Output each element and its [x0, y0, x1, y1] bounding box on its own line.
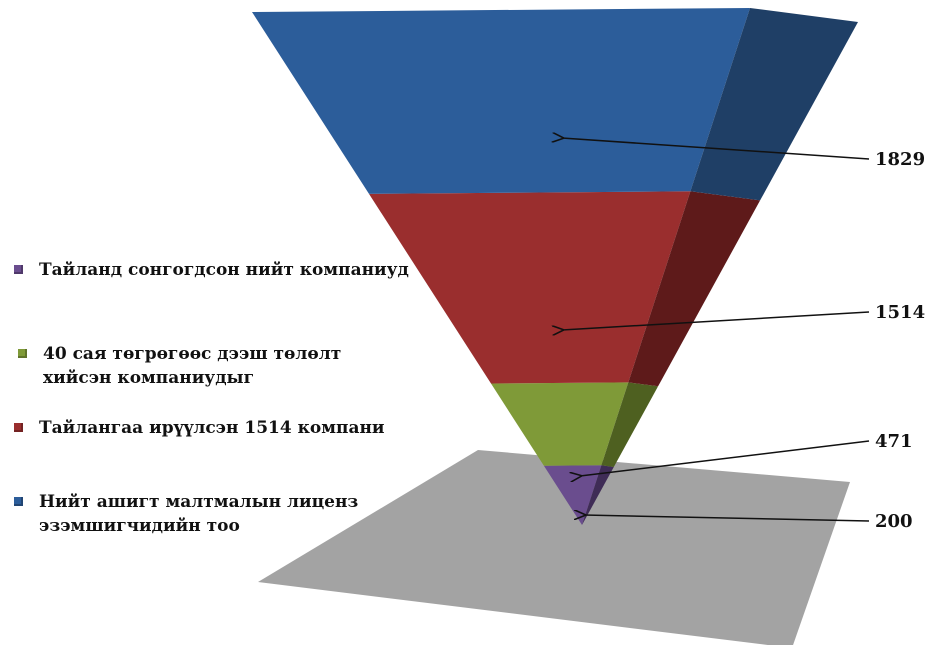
legend-item-payment: 40 сая төгрөгөөс дээш төлөлт хийсэн комп…: [18, 342, 458, 390]
funnel-tier-side: [628, 191, 761, 387]
funnel-tier-front: [491, 382, 629, 466]
value-label: 200: [875, 511, 913, 532]
funnel-tier-front: [369, 191, 691, 384]
funnel-tier-side: [690, 8, 858, 201]
legend-label: Нийт ашигт малтмалын лиценз эзэмшигчидий…: [39, 492, 359, 536]
value-label: 471: [875, 431, 913, 452]
legend-label: 40 сая төгрөгөөс дээш төлөлт хийсэн комп…: [43, 344, 342, 388]
legend-swatch-purple: [14, 265, 23, 274]
value-arrow: [562, 138, 870, 160]
legend-label: Тайлангаа ирүүлсэн 1514 компани: [39, 418, 385, 438]
floor-shadow: [258, 450, 850, 645]
value-arrow: [584, 515, 870, 522]
funnel-tier-side: [582, 465, 614, 525]
legend-item-license: Нийт ашигт малтмалын лиценз эзэмшигчидий…: [14, 490, 454, 538]
legend-item-selected: Тайланд сонгогдсон нийт компаниуд: [14, 258, 454, 282]
value-arrow: [580, 440, 870, 476]
legend-swatch-blue: [14, 497, 23, 506]
value-label: 1514: [875, 302, 925, 323]
legend-label: Тайланд сонгогдсон нийт компаниуд: [39, 260, 409, 280]
funnel-tier-front: [252, 8, 750, 194]
funnel-tier-side: [601, 382, 659, 467]
legend-swatch-green: [18, 349, 27, 358]
value-label: 1829: [875, 149, 925, 170]
legend-swatch-red: [14, 423, 23, 432]
value-arrow: [562, 311, 870, 330]
funnel-tier-front: [543, 465, 602, 525]
legend-item-reported: Тайлангаа ирүүлсэн 1514 компани: [14, 416, 454, 440]
